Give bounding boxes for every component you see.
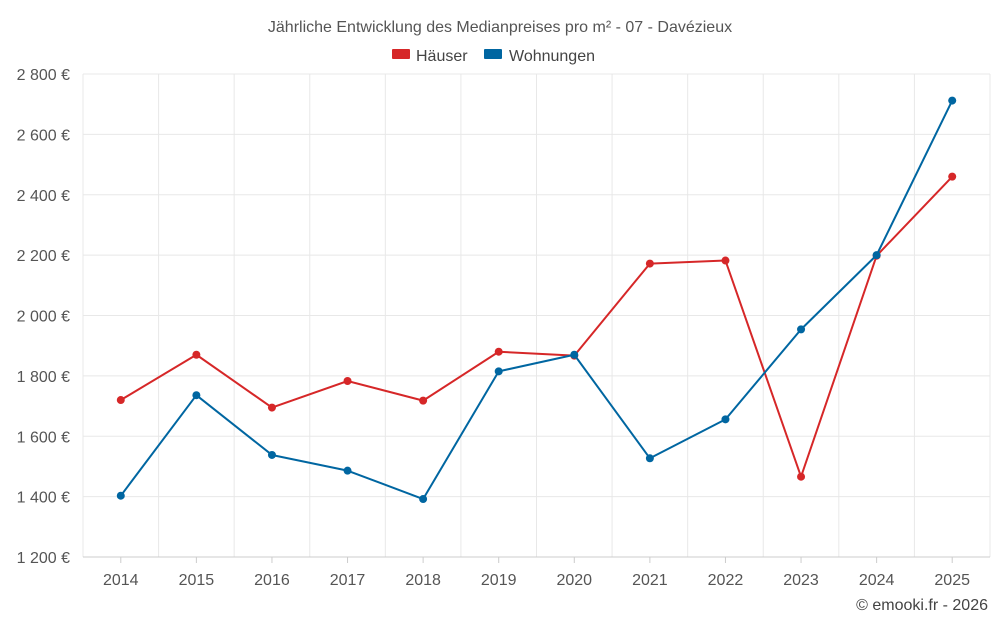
- series-line-wohnungen: [119, 100, 954, 501]
- data-point-haeuser[interactable]: [645, 259, 654, 268]
- legend: Häuser Wohnungen: [392, 48, 595, 65]
- data-point-wohnungen[interactable]: [192, 391, 201, 400]
- x-tick-label: 2016: [254, 572, 290, 589]
- y-tick-label: 1 800 €: [17, 369, 70, 386]
- y-tick-label: 2 800 €: [17, 67, 70, 84]
- x-tick-label: 2021: [632, 572, 668, 589]
- data-point-wohnungen[interactable]: [948, 96, 957, 105]
- y-tick-label: 2 000 €: [17, 309, 70, 326]
- data-point-haeuser[interactable]: [343, 377, 352, 386]
- data-point-wohnungen[interactable]: [116, 491, 125, 500]
- x-tick-label: 2025: [934, 572, 970, 589]
- x-tick-label: 2018: [405, 572, 441, 589]
- y-tick-label: 2 200 €: [17, 248, 70, 265]
- credit-text: © emooki.fr - 2026: [856, 597, 988, 614]
- y-tick-label: 1 400 €: [17, 490, 70, 507]
- data-point-wohnungen[interactable]: [797, 325, 806, 334]
- x-tick-label: 2020: [556, 572, 592, 589]
- chart-title: Jährliche Entwicklung des Medianpreises …: [268, 19, 732, 36]
- data-point-wohnungen[interactable]: [419, 495, 428, 504]
- data-point-wohnungen[interactable]: [872, 251, 881, 260]
- y-tick-label: 1 600 €: [17, 429, 70, 446]
- data-point-wohnungen[interactable]: [494, 367, 503, 376]
- x-tick-label: 2019: [481, 572, 517, 589]
- x-tick-label: 2015: [179, 572, 215, 589]
- x-tick-label: 2014: [103, 572, 139, 589]
- data-point-haeuser[interactable]: [721, 256, 730, 265]
- y-tick-label: 1 200 €: [17, 550, 70, 567]
- series: [116, 96, 957, 504]
- x-tick-label: 2023: [783, 572, 819, 589]
- data-point-wohnungen[interactable]: [721, 415, 730, 424]
- y-tick-label: 2 600 €: [17, 127, 70, 144]
- x-tick-label: 2017: [330, 572, 366, 589]
- grid: [82, 73, 991, 557]
- x-tick-label: 2022: [708, 572, 744, 589]
- data-point-haeuser[interactable]: [267, 403, 276, 412]
- data-point-wohnungen[interactable]: [267, 450, 276, 459]
- legend-swatch-haeuser: [392, 49, 410, 59]
- x-tick-label: 2024: [859, 572, 895, 589]
- data-point-haeuser[interactable]: [948, 172, 957, 181]
- axes: 1 200 € 1 400 € 1 600 € 1 800 € 2 000 € 2 200…: [17, 67, 990, 589]
- data-point-wohnungen[interactable]: [645, 454, 654, 463]
- data-point-haeuser[interactable]: [797, 472, 806, 481]
- data-point-wohnungen[interactable]: [343, 466, 352, 475]
- data-point-haeuser[interactable]: [116, 396, 125, 405]
- y-tick-label: 2 400 €: [17, 188, 70, 205]
- legend-label-wohnungen: Wohnungen: [509, 48, 595, 65]
- series-line-haeuser: [120, 175, 953, 478]
- data-point-haeuser[interactable]: [494, 347, 503, 356]
- data-point-wohnungen[interactable]: [570, 350, 579, 359]
- legend-swatch-wohnungen: [484, 49, 502, 59]
- data-point-haeuser[interactable]: [419, 396, 428, 405]
- data-point-haeuser[interactable]: [192, 350, 201, 359]
- legend-label-haeuser: Häuser: [416, 48, 468, 65]
